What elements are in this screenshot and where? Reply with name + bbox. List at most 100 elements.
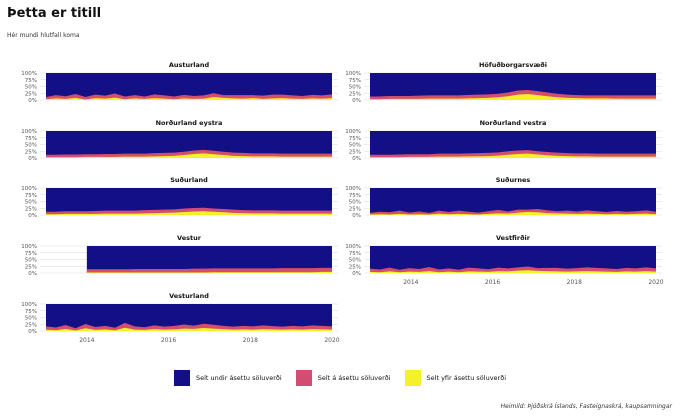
area-over-hofudborgarsvaedi: [370, 94, 656, 100]
x-tick-label: 2014: [79, 337, 94, 344]
y-tick-label: 25%: [349, 149, 361, 155]
y-tick-label: 25%: [25, 206, 37, 212]
y-tick-label: 0%: [28, 271, 37, 277]
area-under-vestur: [86, 246, 332, 273]
legend-swatch-at: [295, 370, 312, 386]
legend-item-over: Selt yfir ásettu söluverði: [404, 370, 506, 386]
y-tick-label: 0%: [28, 156, 37, 162]
y-tick-label: 25%: [349, 206, 361, 212]
y-tick-label: 25%: [349, 91, 361, 97]
legend-swatch-over: [404, 370, 421, 386]
area-under-vesturland: [46, 304, 332, 331]
y-tick-label: 50%: [349, 200, 361, 206]
area-at-sudurnes: [370, 209, 656, 215]
y-tick-label: 100%: [21, 186, 37, 192]
y-tick-label: 75%: [349, 193, 361, 199]
area-at-nordurland-vestra: [370, 150, 656, 158]
y-tick-label: 50%: [25, 200, 37, 206]
area-over-vestur: [86, 271, 332, 273]
area-under-vestfirdir: [370, 246, 656, 273]
chart-title: Þetta er titill: [7, 6, 102, 21]
legend: Selt undir ásettu söluverði Selt á ásett…: [0, 370, 680, 386]
y-tick-label: 0%: [352, 271, 361, 277]
y-tick-label: 50%: [25, 316, 37, 322]
y-tick-label: 0%: [28, 98, 37, 104]
y-tick-label: 25%: [349, 264, 361, 270]
panel-title-nordurland-eystra: Norðurland eystra: [156, 119, 223, 127]
y-tick-label: 25%: [25, 149, 37, 155]
y-tick-label: 50%: [349, 258, 361, 264]
area-over-vesturland: [46, 327, 332, 331]
legend-item-under: Selt undir ásettu söluverði: [173, 370, 282, 386]
panel-title-nordurland-vestra: Norðurland vestra: [480, 119, 547, 127]
y-tick-label: 25%: [25, 264, 37, 270]
area-under-hofudborgarsvaedi: [370, 73, 656, 100]
area-over-nordurland-eystra: [46, 153, 332, 158]
y-tick-label: 100%: [345, 129, 361, 135]
y-tick-label: 75%: [349, 78, 361, 84]
x-tick-label: 2018: [567, 279, 582, 286]
y-tick-label: 25%: [25, 91, 37, 97]
panel-title-vestfirdir: Vestfirðir: [496, 234, 531, 242]
y-tick-label: 75%: [25, 193, 37, 199]
area-over-vestfirdir: [370, 270, 656, 273]
y-tick-label: 75%: [25, 251, 37, 257]
area-under-nordurland-vestra: [370, 131, 656, 158]
y-tick-label: 100%: [21, 129, 37, 135]
panel-title-vesturland: Vesturland: [169, 292, 209, 300]
y-tick-label: 50%: [349, 143, 361, 149]
x-tick-label: 2018: [243, 337, 258, 344]
y-tick-label: 75%: [349, 251, 361, 257]
y-tick-label: 100%: [21, 302, 37, 308]
y-tick-label: 50%: [349, 85, 361, 91]
y-tick-label: 100%: [21, 71, 37, 77]
y-tick-label: 75%: [25, 136, 37, 142]
area-at-vesturland: [46, 322, 332, 331]
panel-title-sudurnes: Suðurnes: [496, 176, 531, 184]
legend-label-at: Selt á ásettu söluverði: [317, 374, 391, 382]
area-over-sudurnes: [370, 212, 656, 215]
x-tick-label: 2020: [324, 337, 339, 344]
area-at-sudurland: [46, 207, 332, 215]
y-tick-label: 50%: [25, 85, 37, 91]
y-tick-label: 0%: [352, 213, 361, 219]
y-tick-label: 0%: [352, 98, 361, 104]
legend-label-over: Selt yfir ásettu söluverði: [426, 374, 506, 382]
y-tick-label: 50%: [25, 258, 37, 264]
panel-title-hofudborgarsvaedi: Höfuðborgarsvæði: [479, 61, 547, 69]
area-under-sudurland: [46, 188, 332, 215]
y-tick-label: 100%: [21, 244, 37, 250]
area-under-austurland: [46, 73, 332, 100]
y-tick-label: 75%: [25, 309, 37, 315]
chart-subtitle: Hér mundi hlutfall koma: [7, 32, 80, 39]
x-tick-label: 2020: [648, 279, 663, 286]
y-tick-label: 75%: [349, 136, 361, 142]
area-under-sudurnes: [370, 188, 656, 215]
area-at-nordurland-eystra: [46, 149, 332, 158]
panel-title-sudurland: Suðurland: [170, 176, 208, 184]
legend-label-under: Selt undir ásettu söluverði: [195, 374, 282, 382]
panel-title-austurland: Austurland: [169, 61, 210, 69]
area-over-sudurland: [46, 211, 332, 215]
x-tick-label: 2016: [161, 337, 176, 344]
area-at-vestur: [86, 267, 332, 273]
x-tick-label: 2016: [485, 279, 500, 286]
area-over-nordurland-vestra: [370, 153, 656, 158]
legend-item-at: Selt á ásettu söluverði: [295, 370, 391, 386]
y-tick-label: 100%: [345, 186, 361, 192]
area-at-hofudborgarsvaedi: [370, 90, 656, 100]
panel-title-vestur: Vestur: [177, 234, 202, 242]
area-under-nordurland-eystra: [46, 131, 332, 158]
y-tick-label: 50%: [25, 143, 37, 149]
y-tick-label: 25%: [25, 322, 37, 328]
legend-swatch-under: [173, 370, 190, 386]
y-tick-label: 0%: [28, 329, 37, 335]
y-tick-label: 75%: [25, 78, 37, 84]
x-tick-label: 2014: [403, 279, 418, 286]
y-tick-label: 0%: [28, 213, 37, 219]
y-tick-label: 100%: [345, 244, 361, 250]
y-tick-label: 100%: [345, 71, 361, 77]
caption: Heimild: Þjóðskrá Íslands, Fasteignaskrá…: [500, 403, 672, 410]
area-over-austurland: [46, 97, 332, 100]
